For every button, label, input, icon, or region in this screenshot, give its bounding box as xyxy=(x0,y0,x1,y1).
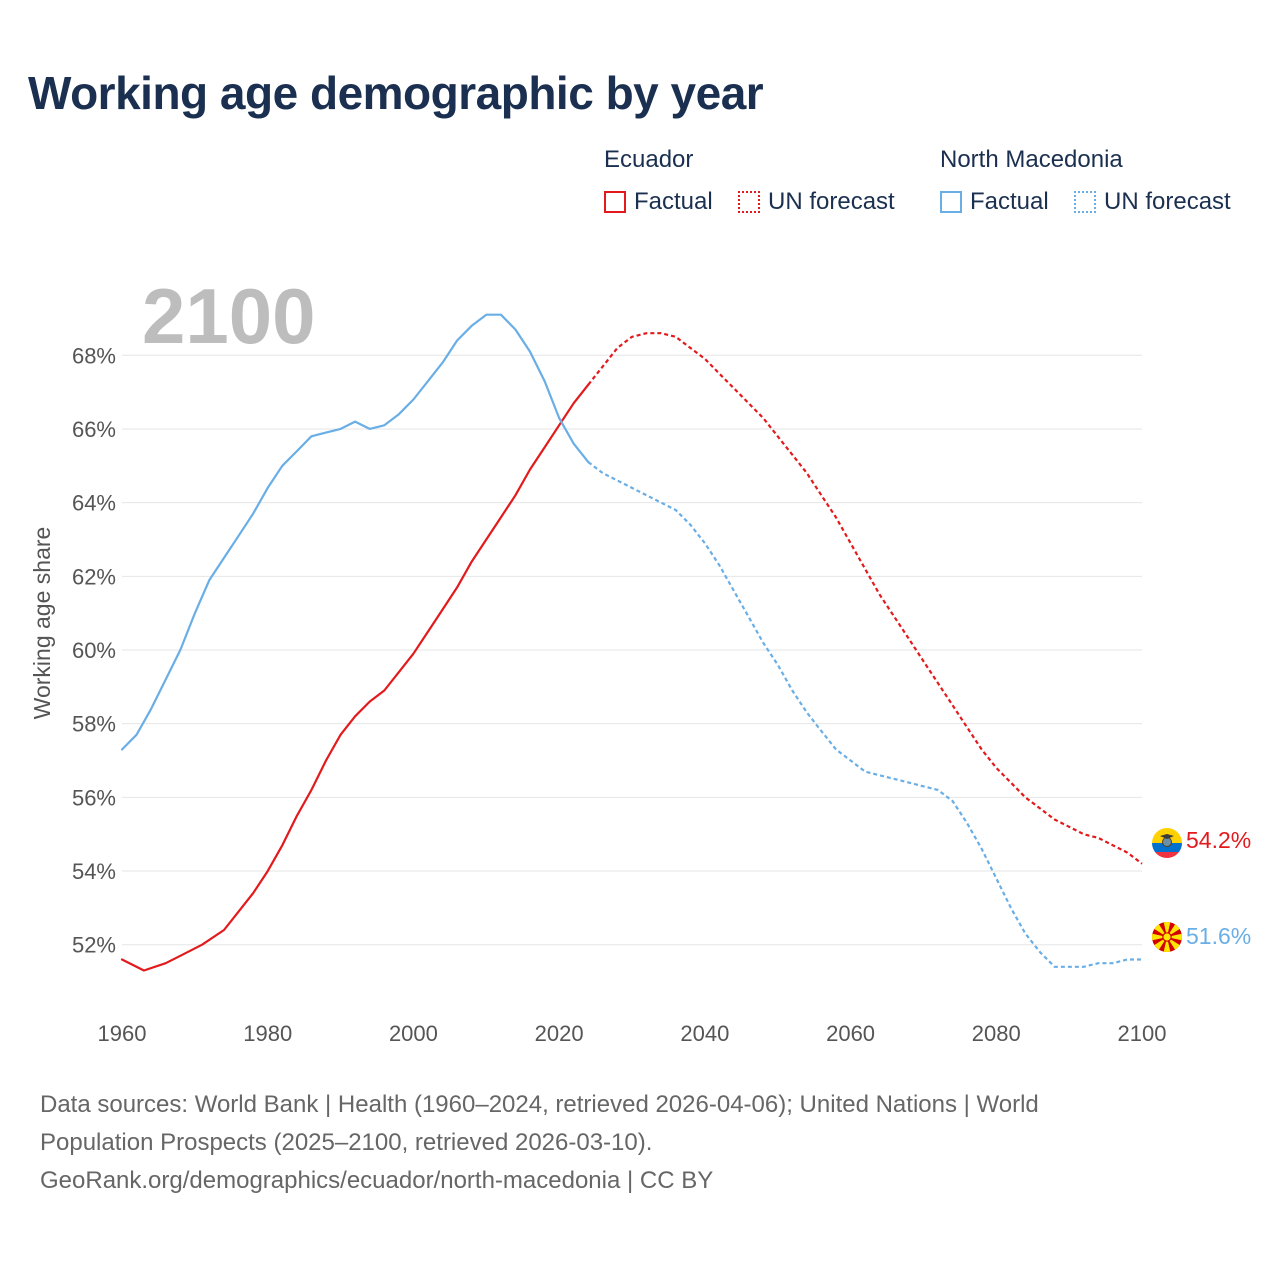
legend-group-name: North Macedonia xyxy=(940,146,1123,173)
north-macedonia-flag-icon xyxy=(1152,922,1182,952)
series-line-north-macedonia-forecast xyxy=(587,461,1142,968)
y-tick-label: 60% xyxy=(72,638,116,663)
dotted-swatch-icon xyxy=(1074,191,1096,213)
y-tick-label: 56% xyxy=(72,785,116,810)
chart-title: Working age demographic by year xyxy=(28,67,764,119)
legend-label: UN forecast xyxy=(1104,188,1231,215)
x-tick-label: 2040 xyxy=(680,1021,729,1046)
legend-label: UN forecast xyxy=(768,188,895,215)
end-value-label-ecuador: 54.2% xyxy=(1186,827,1251,853)
y-axis-title: Working age share xyxy=(29,527,55,720)
legend-label: Factual xyxy=(634,188,713,215)
source-note: Data sources: World Bank | Health (1960–… xyxy=(40,1086,1240,1200)
series-line-north-macedonia-factual xyxy=(120,313,590,751)
series-line-ecuador-factual xyxy=(120,383,590,972)
dotted-swatch-icon xyxy=(738,191,760,213)
solid-swatch-icon xyxy=(604,191,626,213)
y-tick-label: 62% xyxy=(72,564,116,589)
year-watermark: 2100 xyxy=(142,272,316,360)
solid-swatch-icon xyxy=(940,191,962,213)
legend-item-north-macedonia-factual[interactable]: Factual xyxy=(940,188,1049,216)
legend-item-ecuador-forecast[interactable]: UN forecast xyxy=(738,188,895,216)
y-tick-label: 64% xyxy=(72,491,116,516)
x-tick-label: 2100 xyxy=(1118,1021,1167,1046)
x-tick-label: 2080 xyxy=(972,1021,1021,1046)
legend-item-north-macedonia-forecast[interactable]: UN forecast xyxy=(1074,188,1231,216)
y-tick-label: 66% xyxy=(72,417,116,442)
source-line: Data sources: World Bank | Health (1960–… xyxy=(40,1091,1039,1118)
y-tick-label: 54% xyxy=(72,859,116,884)
source-link[interactable]: GeoRank.org/demographics/ecuador/north-m… xyxy=(40,1167,714,1194)
x-tick-label: 2020 xyxy=(535,1021,584,1046)
x-tick-label: 1960 xyxy=(98,1021,147,1046)
x-tick-label: 1980 xyxy=(243,1021,292,1046)
legend-label: Factual xyxy=(970,188,1049,215)
end-value-label-north-macedonia: 51.6% xyxy=(1186,923,1251,949)
y-tick-label: 68% xyxy=(72,343,116,368)
series-line-ecuador-forecast xyxy=(587,332,1143,865)
ecuador-flag-icon xyxy=(1152,828,1182,858)
legend-item-ecuador-factual[interactable]: Factual xyxy=(604,188,713,216)
line-chart: 2100 Working age share 52% 54% 56% 58% 60% 62… xyxy=(29,272,1251,1046)
legend-group-name: Ecuador xyxy=(604,146,694,173)
y-tick-label: 58% xyxy=(72,712,116,737)
grid-layer xyxy=(122,354,1142,946)
x-tick-label: 2000 xyxy=(389,1021,438,1046)
y-tick-label: 52% xyxy=(72,933,116,958)
series-layer xyxy=(120,313,1143,972)
x-tick-label: 2060 xyxy=(826,1021,875,1046)
source-line: Population Prospects (2025–2100, retriev… xyxy=(40,1129,653,1156)
axis-labels: 52% 54% 56% 58% 60% 62% 64% 66% 68% 1960 1980 2000 2… xyxy=(72,343,1167,1046)
